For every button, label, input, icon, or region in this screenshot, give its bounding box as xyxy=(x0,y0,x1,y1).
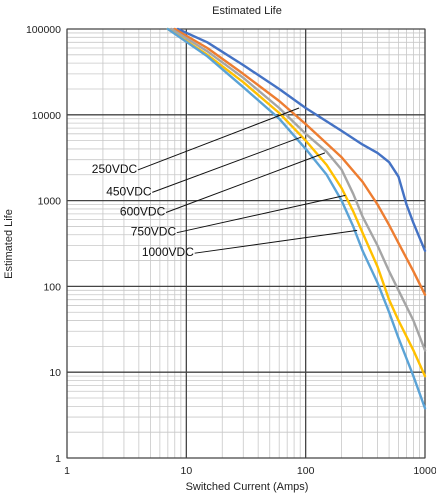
x-axis-title: Switched Current (Amps) xyxy=(186,481,309,493)
series-line-600vdc xyxy=(170,27,427,352)
annotation-leader-line xyxy=(176,194,346,234)
plot-area xyxy=(66,28,426,459)
y-tick-label: 1000 xyxy=(38,196,62,208)
annotation-leader-line xyxy=(137,107,300,171)
annotation-leader-line xyxy=(152,136,302,193)
y-tick-label: 100 xyxy=(43,281,61,293)
x-tick-label: 100 xyxy=(297,465,315,477)
y-tick-label: 100000 xyxy=(26,24,61,36)
series-line-250vdc xyxy=(176,27,427,252)
chart-ticks: 1 10 100 1000 1 10 100 1000 10000 100000 xyxy=(26,24,436,477)
x-tick-label: 1000 xyxy=(413,465,436,477)
y-axis-title: Estimated Life xyxy=(3,209,15,279)
annotation-label: 600VDC xyxy=(120,205,166,219)
x-tick-label: 10 xyxy=(180,465,192,477)
y-tick-label: 10000 xyxy=(32,110,61,122)
chart-annotations: 250VDC 450VDC 600VDC 750VDC 1000VDC xyxy=(92,107,358,259)
annotation-label: 450VDC xyxy=(106,184,152,198)
chart-title: Estimated Life xyxy=(212,5,282,17)
series-line-750vdc xyxy=(166,27,427,378)
series-line-450vdc xyxy=(173,27,427,296)
y-tick-label: 10 xyxy=(49,367,61,379)
annotation-label: 250VDC xyxy=(92,162,138,176)
y-tick-label: 1 xyxy=(55,453,61,465)
annotation-leader-line xyxy=(194,229,358,254)
annotation-label: 750VDC xyxy=(131,225,177,239)
annotation-label: 1000VDC xyxy=(142,245,194,259)
chart-series xyxy=(166,27,427,410)
x-tick-label: 1 xyxy=(64,465,70,477)
chart-grid xyxy=(66,28,426,459)
series-line-1000vdc xyxy=(166,27,427,410)
annotation-leader-line xyxy=(165,152,326,213)
